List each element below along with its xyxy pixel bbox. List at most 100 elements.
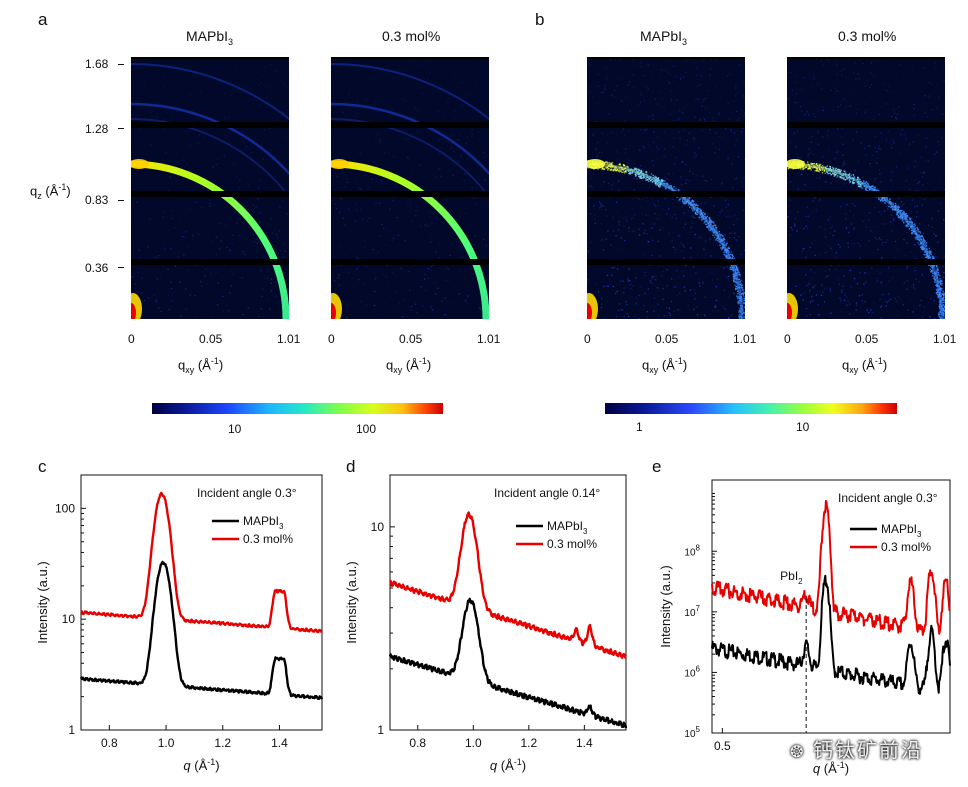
speckle <box>739 66 741 69</box>
x-tick-label: 1.2 <box>520 736 537 750</box>
speckle <box>643 147 646 149</box>
speckle <box>408 308 410 311</box>
speckle <box>668 82 670 85</box>
speckle <box>385 275 387 278</box>
ring-speckle <box>910 221 912 224</box>
speckle <box>807 249 809 251</box>
ring-speckle <box>607 169 609 171</box>
ring-speckle <box>636 169 638 171</box>
speckle <box>441 138 443 140</box>
speckle <box>626 312 628 315</box>
speckle <box>411 132 413 135</box>
speckle <box>452 175 454 177</box>
ring-speckle <box>881 198 883 201</box>
speckle <box>230 270 232 272</box>
ring-speckle <box>847 174 849 176</box>
speckle <box>657 103 659 105</box>
giwaxs-image-a-mapbi3 <box>131 57 289 319</box>
speckle <box>679 110 681 112</box>
speckle <box>420 286 422 288</box>
speckle <box>171 187 173 189</box>
ring-speckle <box>703 220 706 223</box>
speckle <box>734 232 736 234</box>
ring-speckle <box>604 162 606 164</box>
speckle <box>787 151 789 153</box>
speckle <box>135 135 137 137</box>
speckle <box>640 206 642 208</box>
ring-speckle <box>639 169 641 172</box>
speckle <box>811 295 813 297</box>
speckle <box>606 134 609 136</box>
speckle <box>640 92 642 94</box>
speckle <box>657 303 659 305</box>
speckle <box>885 137 887 140</box>
speckle <box>916 211 918 213</box>
ring-speckle <box>727 250 729 252</box>
speckle <box>141 277 143 279</box>
speckle <box>725 128 727 130</box>
speckle <box>345 116 347 118</box>
speckle <box>631 218 633 220</box>
speckle <box>941 222 944 224</box>
speckle <box>197 233 200 235</box>
speckle <box>346 181 349 183</box>
speckle <box>653 297 656 299</box>
speckle <box>870 165 872 168</box>
speckle <box>796 75 799 77</box>
speckle <box>837 106 839 108</box>
speckle <box>163 119 165 121</box>
speckle <box>902 245 904 247</box>
speckle <box>336 217 338 219</box>
speckle <box>153 256 155 258</box>
ring-speckle <box>896 213 898 215</box>
speckle <box>428 88 431 90</box>
speckle <box>449 254 451 257</box>
speckle <box>905 200 908 203</box>
ring-speckle <box>698 208 700 210</box>
speckle <box>623 225 625 227</box>
speckle <box>458 86 460 89</box>
speckle <box>262 288 264 290</box>
speckle <box>374 101 376 103</box>
speckle <box>648 74 651 76</box>
speckle <box>830 80 832 83</box>
speckle <box>690 231 692 233</box>
speckle <box>472 273 474 275</box>
speckle <box>137 169 139 172</box>
ring-speckle <box>687 198 689 200</box>
ring-speckle <box>728 251 731 253</box>
speckle <box>719 204 722 206</box>
ring-speckle <box>849 180 852 183</box>
speckle <box>742 115 745 117</box>
speckle <box>683 257 685 259</box>
speckle <box>354 115 356 117</box>
speckle <box>937 241 939 243</box>
speckle <box>839 297 841 299</box>
speckle <box>808 137 811 139</box>
speckle <box>647 200 649 202</box>
ring-speckle <box>611 162 614 164</box>
speckle <box>890 190 892 192</box>
speckle <box>842 285 844 287</box>
speckle <box>907 309 909 311</box>
speckle <box>803 248 805 250</box>
ring-speckle <box>627 166 629 169</box>
ring-speckle <box>696 207 698 209</box>
speckle <box>895 299 897 301</box>
speckle <box>269 87 271 89</box>
speckle <box>243 233 245 235</box>
speckle <box>667 173 670 175</box>
speckle <box>845 106 847 108</box>
speckle <box>867 116 869 119</box>
ring-speckle <box>865 187 867 189</box>
ring-speckle <box>899 217 902 219</box>
speckle <box>241 131 243 133</box>
speckle <box>376 253 378 256</box>
speckle <box>943 79 945 82</box>
ring-speckle <box>934 279 936 281</box>
speckle <box>710 68 712 70</box>
speckle <box>398 71 400 73</box>
speckle <box>832 109 835 111</box>
speckle <box>464 299 467 302</box>
speckle <box>615 316 618 318</box>
